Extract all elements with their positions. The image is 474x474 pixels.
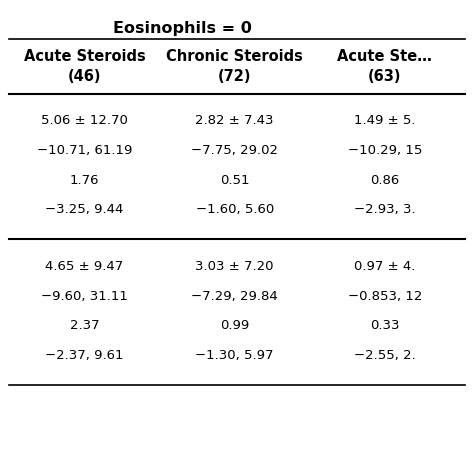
Text: −2.37, 9.61: −2.37, 9.61 <box>46 349 124 362</box>
Text: −3.25, 9.44: −3.25, 9.44 <box>46 203 124 216</box>
Text: −0.853, 12: −0.853, 12 <box>348 290 422 303</box>
Text: 0.51: 0.51 <box>220 173 249 187</box>
Text: −9.60, 31.11: −9.60, 31.11 <box>41 290 128 303</box>
Text: −10.29, 15: −10.29, 15 <box>348 144 422 157</box>
Text: −10.71, 61.19: −10.71, 61.19 <box>37 144 132 157</box>
Text: 1.76: 1.76 <box>70 173 100 187</box>
Text: 2.37: 2.37 <box>70 319 100 332</box>
Text: 3.03 ± 7.20: 3.03 ± 7.20 <box>195 260 274 273</box>
Text: −2.55, 2.: −2.55, 2. <box>354 349 416 362</box>
Text: −2.93, 3.: −2.93, 3. <box>354 203 416 216</box>
Text: 0.99: 0.99 <box>220 319 249 332</box>
Text: 1.49 ± 5.: 1.49 ± 5. <box>354 114 416 128</box>
Text: 0.97 ± 4.: 0.97 ± 4. <box>354 260 416 273</box>
Text: −1.60, 5.60: −1.60, 5.60 <box>196 203 274 216</box>
Text: −7.29, 29.84: −7.29, 29.84 <box>191 290 278 303</box>
Text: Acute Ste…
(63): Acute Ste… (63) <box>337 49 432 84</box>
Text: Eosinophils = 0: Eosinophils = 0 <box>113 21 252 36</box>
Text: −1.30, 5.97: −1.30, 5.97 <box>195 349 274 362</box>
Text: 0.33: 0.33 <box>370 319 400 332</box>
Text: 4.65 ± 9.47: 4.65 ± 9.47 <box>46 260 124 273</box>
Text: 2.82 ± 7.43: 2.82 ± 7.43 <box>195 114 274 128</box>
Text: Chronic Steroids
(72): Chronic Steroids (72) <box>166 49 303 84</box>
Text: Acute Steroids
(46): Acute Steroids (46) <box>24 49 146 84</box>
Text: 5.06 ± 12.70: 5.06 ± 12.70 <box>41 114 128 128</box>
Text: −7.75, 29.02: −7.75, 29.02 <box>191 144 278 157</box>
Text: 0.86: 0.86 <box>370 173 400 187</box>
